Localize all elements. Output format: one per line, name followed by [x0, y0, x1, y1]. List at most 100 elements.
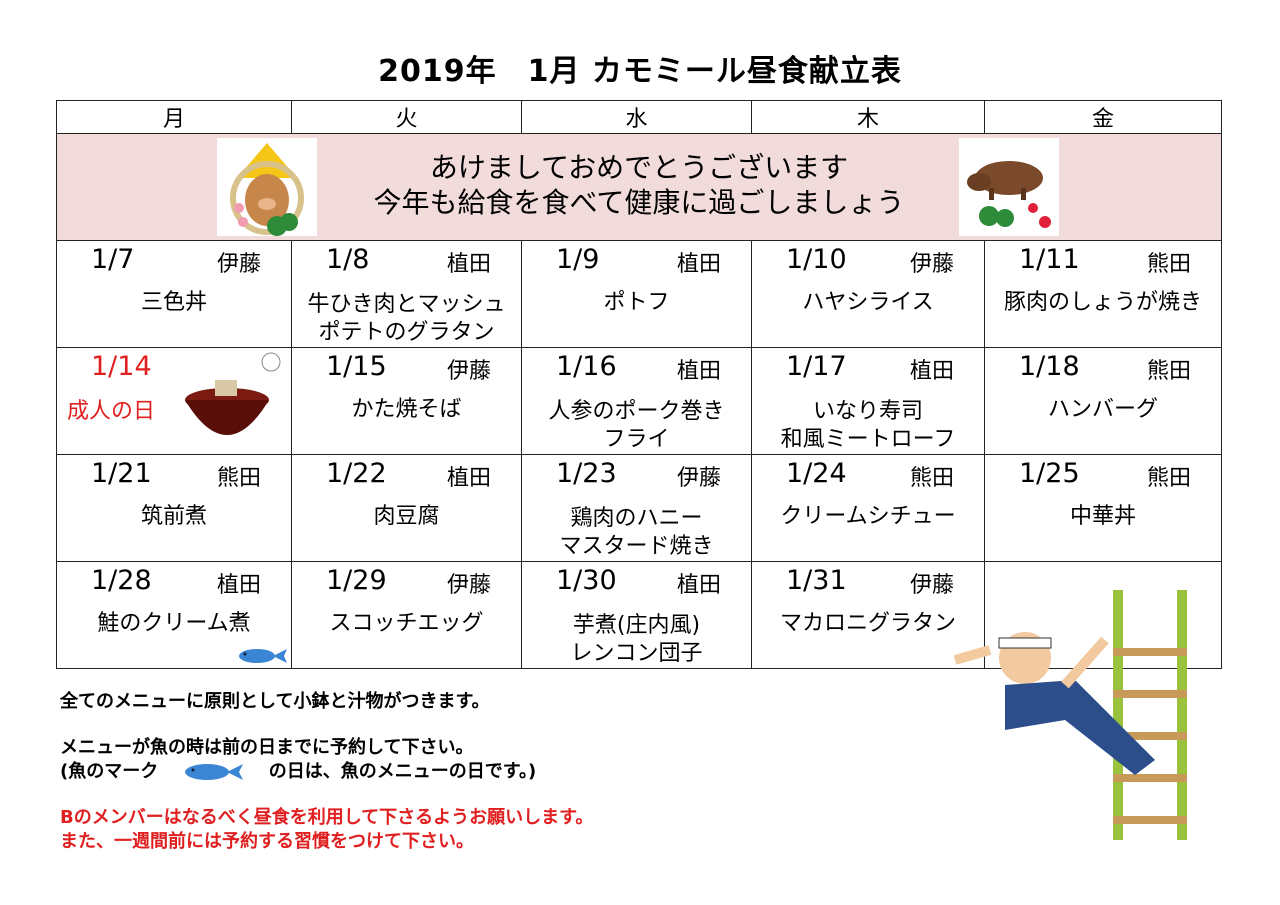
date: 1/15 — [326, 351, 387, 382]
menu-line-2: ポテトのグラタン — [318, 320, 495, 345]
day-cell: 1/24 熊田 クリームシチュー — [751, 454, 985, 562]
menu-item: 牛ひき肉とマッシュ ポテトのグラタン — [292, 291, 521, 347]
note-member-request: Bのメンバーはなるべく昼食を利用して下さるようお願いします。 — [60, 807, 594, 828]
menu-line-1: 芋煮(庄内風) — [572, 613, 701, 638]
menu-line-2: レンコン団子 — [570, 641, 703, 666]
menu-calendar: 月 火 水 木 金 あけましておめでとうございます 今年も給食を食べて健康に過ご… — [56, 100, 1222, 669]
day-cell: 1/22 植田 肉豆腐 — [291, 454, 522, 562]
staff-name: 伊藤 — [446, 573, 491, 598]
new-year-banner: あけましておめでとうございます 今年も給食を食べて健康に過ごしましょう — [56, 133, 1222, 241]
day-cell: 1/18 熊田 ハンバーグ — [984, 347, 1222, 455]
date: 1/29 — [326, 565, 387, 596]
menu-line-1: 人参のポーク巻き — [548, 399, 725, 424]
menu-item: 芋煮(庄内風) レンコン団子 — [522, 612, 751, 668]
date: 1/25 — [1019, 458, 1080, 489]
weekday-tue: 火 — [291, 100, 522, 134]
day-cell: 1/25 熊田 中華丼 — [984, 454, 1222, 562]
staff-name: 熊田 — [1146, 466, 1191, 491]
date: 1/10 — [786, 244, 847, 275]
menu-item: いなり寿司和風ミートローフ — [752, 398, 984, 454]
day-cell: 1/28 植田鮭のクリーム煮 — [56, 561, 292, 669]
staff-name: 熊田 — [1146, 252, 1191, 277]
date: 1/16 — [556, 351, 617, 382]
menu-item: スコッチエッグ — [329, 611, 484, 636]
staff-name: 植田 — [909, 359, 954, 384]
menu-item: 中華丼 — [1069, 504, 1136, 529]
note-fish-mark: (魚のマーク の日は、魚のメニューの日です。) — [60, 761, 537, 782]
day-cell: 1/15 伊藤かた焼そば — [291, 347, 522, 455]
staff-name: 植田 — [676, 359, 721, 384]
staff-name: 熊田 — [909, 466, 954, 491]
menu-item: 鶏肉のハニー マスタード焼き — [522, 505, 751, 561]
date: 1/18 — [1019, 351, 1080, 382]
menu-line-1: 牛ひき肉とマッシュ — [307, 292, 506, 317]
staff-name: 熊田 — [216, 466, 261, 491]
staff-name: 伊藤 — [216, 252, 261, 277]
menu-item: かた焼そば — [351, 397, 462, 422]
day-cell: 1/21 熊田 筑前煮 — [56, 454, 292, 562]
date: 1/11 — [1019, 244, 1080, 275]
staff-name: 植田 — [676, 573, 721, 598]
staff-name: 植田 — [446, 466, 491, 491]
page-title: 2019年 1月 カモミール昼食献立表 — [378, 54, 902, 89]
day-cell: 1/29 伊藤スコッチエッグ — [291, 561, 522, 669]
menu-item: マカロニグラタン — [779, 611, 956, 636]
week-row: 1/21 熊田 筑前煮 1/22 植田 肉豆腐 1/23 伊藤 鶏肉のハニー マスタード焼き 1/2… — [56, 454, 1222, 562]
staff-name: 植田 — [446, 252, 491, 277]
menu-line-2: 和風ミートローフ — [780, 427, 956, 452]
menu-item: 人参のポーク巻き フライ — [522, 398, 751, 454]
menu-line-2: マスタード焼き — [559, 534, 714, 559]
date: 1/7 — [91, 244, 135, 275]
staff-name: 伊藤 — [909, 252, 954, 277]
date: 1/23 — [556, 458, 617, 489]
note-fish-reservation: メニューが魚の時は前の日までに予約して下さい。 — [60, 737, 474, 758]
date: 1/8 — [326, 244, 370, 275]
date: 1/14 — [91, 351, 152, 382]
day-cell: 1/31 伊藤マカロニグラタン — [751, 561, 985, 669]
day-cell: 1/8 植田牛ひき肉とマッシュ ポテトのグラタン — [291, 240, 522, 348]
staff-name: 伊藤 — [676, 466, 721, 491]
fish-icon — [184, 764, 243, 780]
menu-item: 肉豆腐 — [373, 504, 440, 529]
menu-item: ハヤシライス — [802, 290, 934, 315]
date: 1/17 — [786, 351, 847, 382]
day-cell: 1/10 伊藤ハヤシライス — [751, 240, 985, 348]
weekday-wed: 水 — [521, 100, 752, 134]
day-cell: 1/7 伊藤 三色丼 — [56, 240, 292, 348]
menu-item: 三色丼 — [140, 290, 207, 315]
note-side-dishes: 全てのメニューに原則として小鉢と汁物がつきます。 — [60, 691, 490, 712]
date: 1/30 — [556, 565, 617, 596]
weekday-thu: 木 — [751, 100, 985, 134]
menu-line-1: 鶏肉のハニー — [570, 506, 703, 531]
date: 1/31 — [786, 565, 847, 596]
weekday-header: 月 火 水 木 金 — [56, 100, 1222, 134]
menu-line-2: フライ — [603, 427, 670, 452]
fish-icon — [239, 649, 287, 663]
weekday-fri: 金 — [984, 100, 1222, 134]
greeting: あけましておめでとうございます 今年も給食を食べて健康に過ごしましょう — [57, 150, 1221, 220]
menu-item: 鮭のクリーム煮 — [97, 611, 251, 636]
date: 1/9 — [556, 244, 600, 275]
greeting-line-1: あけましておめでとうございます — [429, 151, 849, 184]
day-cell: 1/16 植田人参のポーク巻き フライ — [521, 347, 752, 455]
date: 1/21 — [91, 458, 152, 489]
staff-name: 植田 — [216, 573, 261, 598]
date: 1/28 — [91, 565, 152, 596]
date: 1/24 — [786, 458, 847, 489]
weekday-mon: 月 — [56, 100, 292, 134]
day-cell: 1/23 伊藤鶏肉のハニー マスタード焼き — [521, 454, 752, 562]
week-row: 1/14 成人の日 1/15 伊藤かた焼そば 1/16 植田人参のポーク巻き フライ 1/17… — [56, 347, 1222, 455]
staff-name: 伊藤 — [446, 359, 491, 384]
greeting-line-2: 今年も給食を食べて健康に過ごしましょう — [373, 186, 905, 219]
week-row: 1/7 伊藤 三色丼 1/8 植田 牛ひき肉とマッシュ ポテトのグラタン 1/9 植田 ポトフ 1/… — [56, 240, 1222, 348]
day-cell: 1/30 植田芋煮(庄内風) レンコン団子 — [521, 561, 752, 669]
ozoni-soup-illustration — [185, 352, 281, 435]
menu-item: 筑前煮 — [140, 504, 207, 529]
menu-item: 豚肉のしょうが焼き — [1003, 290, 1202, 315]
menu-line-1: いなり寿司 — [812, 399, 923, 424]
staff-name: 熊田 — [1146, 359, 1191, 384]
staff-name: 伊藤 — [909, 573, 954, 598]
holiday-label: 成人の日 — [67, 399, 156, 424]
day-cell: 1/11 熊田豚肉のしょうが焼き — [984, 240, 1222, 348]
date: 1/22 — [326, 458, 387, 489]
